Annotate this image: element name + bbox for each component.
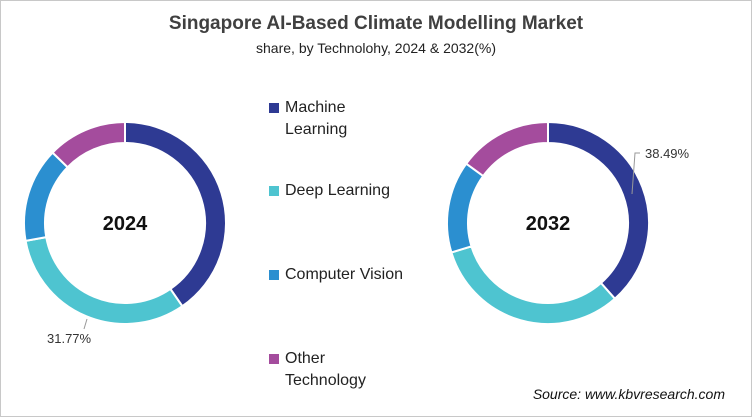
legend-item-0: Machine Learning: [269, 97, 347, 141]
label-leader-2024: [83, 318, 88, 330]
donut-slice-2024-2: [23, 151, 70, 243]
legend-swatch: [269, 354, 279, 364]
legend-swatch: [269, 270, 279, 280]
donut-slice-2032-0: [547, 120, 650, 301]
source-note: Source: www.kbvresearch.com: [532, 386, 725, 402]
legend-label: Machine Learning: [285, 99, 348, 138]
legend-label: Other Technology: [285, 350, 366, 389]
data-label-2032: 38.49%: [645, 146, 690, 161]
legend-item-1: Deep Learning: [269, 180, 390, 202]
legend-swatch: [269, 186, 279, 196]
donut-slice-2024-3: [51, 120, 126, 169]
donut-center-label-2024: 2024: [103, 213, 148, 235]
legend-item-3: Other Technology: [269, 348, 366, 392]
chart-title: Singapore AI-Based Climate Modelling Mar…: [168, 13, 584, 34]
donut-slice-2024-1: [24, 235, 184, 325]
donut-slice-2032-1: [450, 245, 617, 325]
legend-label: Deep Learning: [285, 182, 390, 199]
data-label-2024: 31.77%: [47, 331, 92, 346]
legend-swatch: [269, 103, 279, 113]
donut-slice-2032-3: [464, 120, 549, 178]
donut-slice-2032-2: [446, 162, 485, 254]
legend-label: Computer Vision: [285, 266, 403, 283]
chart-subtitle: share, by Technolohy, 2024 & 2032(%): [256, 40, 496, 56]
donut-center-label-2032: 2032: [526, 213, 571, 235]
legend-item-2: Computer Vision: [269, 264, 403, 286]
label-leader-2032: [631, 152, 640, 195]
